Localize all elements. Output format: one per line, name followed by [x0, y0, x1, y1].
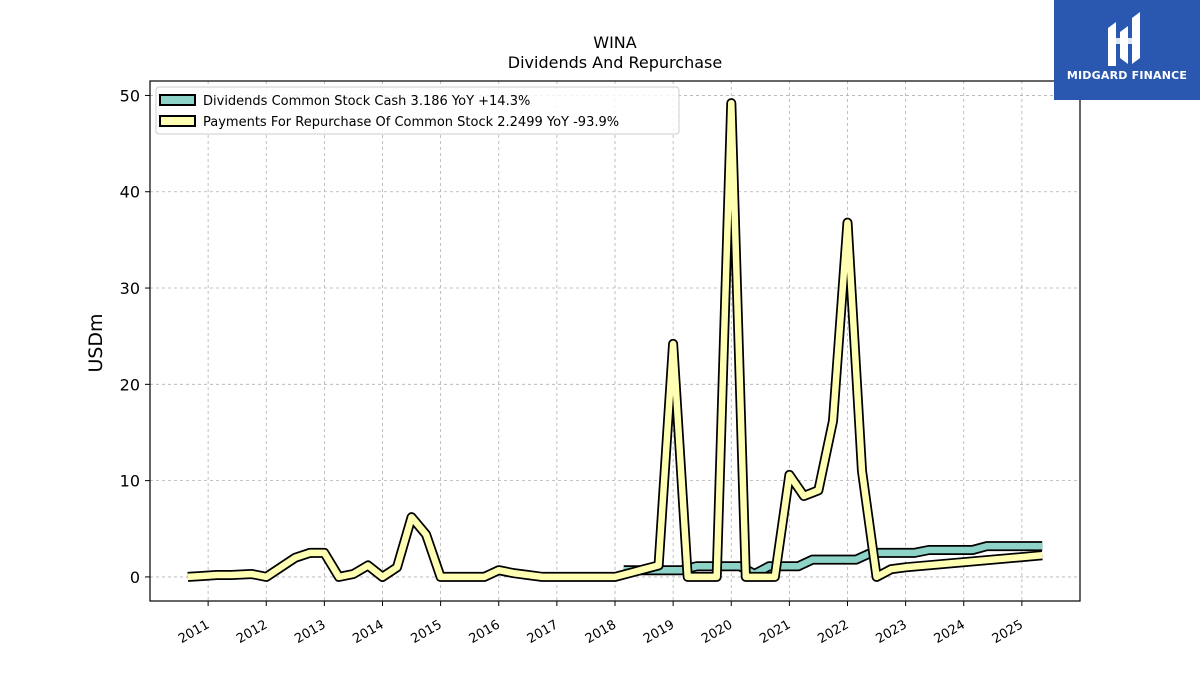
series-0-line — [623, 542, 1043, 578]
x-tick-label: 2016 — [467, 617, 503, 647]
x-tick-label: 2013 — [292, 617, 328, 647]
chart-title: WINA — [593, 33, 637, 52]
x-tick-label: 2014 — [350, 617, 386, 647]
y-tick-label: 40 — [120, 183, 140, 202]
y-tick-label: 20 — [120, 375, 140, 394]
legend-label: Dividends Common Stock Cash 3.186 YoY +1… — [203, 94, 530, 109]
grid — [150, 81, 1080, 601]
x-tick-label: 2015 — [408, 617, 444, 647]
midgard-logo-icon — [1108, 12, 1140, 66]
logo-text: MIDGARD FINANCE — [1066, 69, 1188, 82]
chart-subtitle: Dividends And Repurchase — [508, 53, 722, 72]
y-axis-label: USDm — [85, 313, 107, 372]
x-tick-label: 2025 — [990, 617, 1026, 647]
x-tick-label: 2021 — [757, 617, 793, 647]
x-tick-label: 2012 — [234, 617, 270, 647]
x-tick-label: 2017 — [525, 617, 561, 647]
legend-label: Payments For Repurchase Of Common Stock … — [203, 115, 619, 130]
y-tick-label: 10 — [120, 472, 140, 491]
x-tick-label: 2019 — [641, 617, 677, 647]
x-tick-label: 2022 — [815, 617, 851, 647]
y-tick-label: 0 — [130, 568, 140, 587]
series-1-line — [187, 99, 1043, 581]
x-tick-label: 2024 — [932, 617, 968, 647]
ticks: 0 10 20 30 40 50 2011 2012 2013 2014 2015 2016 2017 2… — [120, 86, 1026, 647]
y-tick-label: 50 — [120, 86, 140, 105]
legend-swatch — [159, 115, 196, 127]
x-tick-label: 2023 — [873, 617, 909, 647]
legend-box — [155, 86, 680, 135]
series-layer — [187, 98, 1043, 582]
brand-logo: MIDGARD FINANCE — [1054, 0, 1200, 100]
legend: Dividends Common Stock Cash 3.186 YoY +1… — [155, 86, 680, 135]
legend-swatch — [159, 94, 196, 106]
x-tick-label: 2011 — [176, 617, 212, 647]
x-tick-label: 2018 — [583, 617, 619, 647]
x-tick-label: 2020 — [699, 617, 735, 647]
y-tick-label: 30 — [120, 279, 140, 298]
